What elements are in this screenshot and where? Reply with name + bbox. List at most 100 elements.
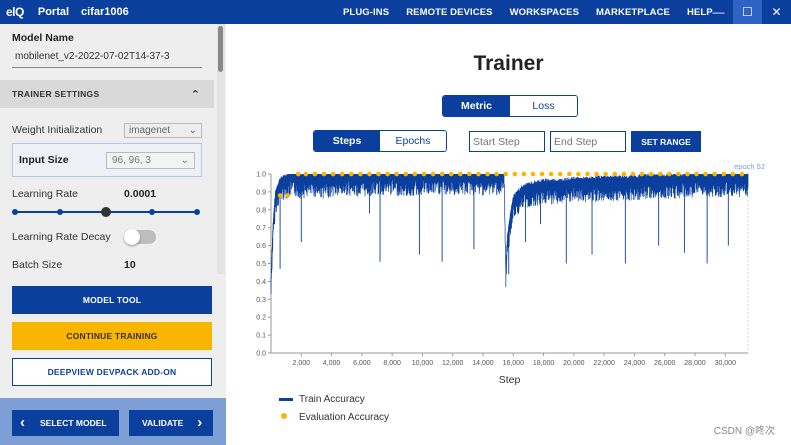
slider-stop[interactable]: [194, 209, 200, 215]
eval-accuracy-point: [358, 171, 363, 177]
continue-training-button[interactable]: CONTINUE TRAINING: [12, 322, 212, 350]
eval-accuracy-point: [285, 193, 290, 198]
sidebar-scrollbar[interactable]: [217, 24, 225, 274]
legend-label-train: Train Accuracy: [299, 394, 365, 405]
eval-accuracy-point: [277, 193, 283, 198]
eval-accuracy-point: [703, 171, 708, 177]
eval-accuracy-point: [685, 171, 690, 177]
tab-metric[interactable]: Metric: [443, 96, 510, 116]
start-step-input[interactable]: [469, 131, 545, 152]
eval-accuracy-point: [485, 171, 490, 177]
slider-thumb[interactable]: [101, 207, 111, 217]
y-tick-label: 0.2: [256, 315, 266, 322]
weight-init-label: Weight Initialization: [12, 124, 103, 136]
window-controls: — ☐ ✕: [704, 0, 791, 24]
eval-accuracy-point: [376, 171, 381, 177]
nav-plug-ins[interactable]: PLUG-INS: [343, 6, 390, 18]
input-size-label: Input Size: [19, 154, 69, 166]
nav-workspaces[interactable]: WORKSPACES: [509, 6, 580, 18]
eval-accuracy-point: [330, 171, 336, 177]
eval-accuracy-point: [657, 171, 663, 177]
x-tick-label: 4,000: [323, 360, 341, 367]
maximize-icon[interactable]: ☐: [733, 0, 762, 24]
eval-accuracy-point: [512, 171, 518, 177]
eval-accuracy-point: [585, 171, 590, 177]
eval-accuracy-point: [430, 171, 436, 177]
x-tick-label: 12,000: [442, 360, 464, 367]
eval-accuracy-point: [721, 171, 727, 177]
y-tick-label: 0.7: [256, 225, 266, 232]
sidebar-footer: ‹ SELECT MODEL VALIDATE ›: [0, 398, 226, 445]
y-tick-label: 0.6: [256, 243, 266, 250]
chevron-right-icon: ›: [197, 413, 203, 431]
eval-accuracy-point: [348, 171, 354, 177]
app-title: Portal: [37, 6, 70, 18]
end-step-input[interactable]: [550, 131, 626, 152]
close-icon[interactable]: ✕: [771, 5, 782, 19]
settings-panel: Model Name mobilenet_v2-2022-07-02T14-37…: [0, 24, 226, 274]
x-tick-label: 26,000: [654, 360, 676, 367]
x-tick-label: 24,000: [624, 360, 646, 367]
eval-accuracy-point: [666, 171, 672, 177]
eval-accuracy-point: [367, 171, 372, 177]
x-tick-label: 10,000: [412, 360, 434, 367]
slider-stop[interactable]: [12, 209, 18, 215]
chevron-left-icon: ‹: [20, 413, 25, 431]
epoch-annotation: epoch 52: [734, 162, 765, 171]
steps-epochs-toggle: Steps Epochs: [313, 130, 447, 152]
eval-accuracy-point: [594, 171, 599, 177]
x-tick-label: 16,000: [503, 360, 525, 367]
slider-stop[interactable]: [57, 209, 63, 215]
input-size-row: Input Size 96, 96, 3 ⌄: [12, 143, 202, 177]
eval-accuracy-point: [730, 171, 736, 177]
slider-stop[interactable]: [149, 209, 155, 215]
nav-marketplace[interactable]: MARKETPLACE: [596, 6, 670, 18]
model-name-field[interactable]: mobilenet_v2-2022-07-02T14-37-3: [12, 48, 202, 68]
eval-accuracy-point: [539, 171, 545, 177]
eval-accuracy-point: [412, 171, 418, 177]
deepview-addon-button[interactable]: DEEPVIEW DEVPACK ADD-ON: [12, 358, 212, 386]
metric-loss-toggle: Metric Loss: [442, 95, 578, 117]
lr-decay-toggle[interactable]: [124, 229, 156, 245]
scrollbar-thumb[interactable]: [218, 26, 223, 72]
chevron-down-icon: ⌄: [180, 155, 189, 166]
trainer-settings-header[interactable]: TRAINER SETTINGS ⌃: [0, 80, 214, 108]
eval-accuracy-point: [421, 171, 427, 177]
validate-button[interactable]: VALIDATE ›: [129, 410, 213, 436]
nav-remote-devices[interactable]: REMOTE DEVICES: [406, 6, 493, 18]
tab-epochs[interactable]: Epochs: [380, 131, 446, 151]
model-tool-button[interactable]: MODEL TOOL: [12, 286, 212, 314]
eval-accuracy-point: [521, 171, 527, 177]
weight-init-select[interactable]: imagenet ⌄: [124, 123, 202, 138]
x-tick-label: 28,000: [684, 360, 706, 367]
tab-steps[interactable]: Steps: [314, 131, 380, 151]
y-tick-label: 1.0: [256, 172, 266, 179]
sidebar: Model Name mobilenet_v2-2022-07-02T14-37…: [0, 24, 226, 445]
legend-swatch-eval: [281, 413, 287, 419]
minimize-icon[interactable]: —: [712, 5, 725, 19]
eval-accuracy-point: [403, 171, 409, 177]
top-bar: elQ Portal cifar1006 PLUG-INS REMOTE DEV…: [0, 0, 791, 24]
eval-accuracy-point: [295, 171, 301, 177]
eval-accuracy-point: [676, 171, 681, 177]
select-model-button[interactable]: ‹ SELECT MODEL: [12, 410, 119, 436]
set-range-button[interactable]: SET RANGE: [631, 131, 701, 152]
learning-rate-slider[interactable]: [12, 207, 200, 217]
eval-accuracy-point: [339, 171, 345, 177]
legend-label-eval: Evaluation Accuracy: [299, 412, 389, 423]
page-title: Trainer: [473, 52, 544, 75]
tab-loss[interactable]: Loss: [510, 96, 577, 116]
eval-accuracy-point: [739, 171, 745, 177]
eval-accuracy-point: [448, 171, 454, 177]
input-size-select[interactable]: 96, 96, 3 ⌄: [106, 152, 195, 169]
nav-help[interactable]: HELP: [686, 6, 713, 18]
eval-accuracy-point: [321, 171, 327, 177]
eval-accuracy-point: [557, 171, 563, 177]
eval-accuracy-point: [630, 171, 636, 177]
eval-accuracy-point: [494, 171, 499, 177]
eval-accuracy-point: [621, 171, 627, 177]
x-tick-label: 22,000: [593, 360, 615, 367]
learning-rate-value: 0.0001: [124, 188, 157, 200]
y-tick-label: 0.9: [256, 189, 266, 196]
eval-accuracy-point: [694, 171, 699, 177]
